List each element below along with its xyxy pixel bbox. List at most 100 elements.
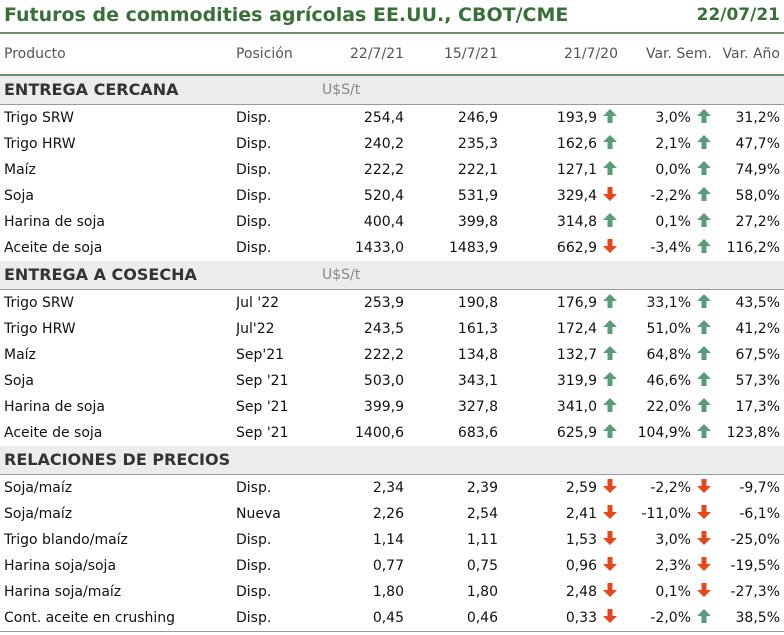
section-header-row: RELACIONES DE PRECIOS [0,446,784,475]
price-year-ago-cell-value: 176,9 [556,295,597,311]
price-year-ago-cell-value: 625,9 [556,425,597,441]
price-year-ago-cell: 176,9 [498,290,618,317]
position-cell: Disp. [236,532,272,548]
price-current-cell: 243,5 [363,321,404,337]
var-ano-cell: 38,5% [712,605,784,632]
arrow-up-icon [603,372,617,386]
arrow-down-icon [603,239,617,253]
price-week-ago-cell: 0,46 [404,605,498,632]
arrow-down-icon [603,609,617,623]
position-cell: Sep '21 [236,373,289,389]
arrow-up-icon [603,213,617,227]
var-ano-cell: -25,0% [730,532,780,548]
col-header-date-3: 21/7/20 [498,34,618,76]
report-header: Futuros de commodities agrícolas EE.UU.,… [0,0,784,34]
price-year-ago-cell: 2,59 [498,475,618,502]
col-header-producto: Producto [0,34,236,76]
var-sem-cell-value: 0,0% [655,162,691,178]
table-row: Maíz Disp. 222,2 222,1 127,1 0,0% 74,9% [0,157,784,183]
table-row: Soja/maíz Disp. 2,34 2,39 2,59 -2,2% -9,7% [0,475,784,502]
arrow-up-icon [603,135,617,149]
section-header-row: ENTREGA A COSECHA U$S/t [0,261,784,290]
arrow-up-icon [603,161,617,175]
table-row: Soja Sep '21 503,0 343,1 319,9 46,6% 57,3% [0,368,784,394]
price-week-ago-cell: 327,8 [457,399,498,415]
var-sem-cell-value: 22,0% [646,399,691,415]
var-sem-cell-value: -2,2% [650,480,691,496]
arrow-up-icon [697,398,711,412]
price-year-ago-cell: 127,1 [498,157,618,183]
table-row: Trigo HRW Disp. 240,2 235,3 162,6 2,1% 47,7% [0,131,784,157]
price-current-cell: 503,0 [363,373,404,389]
price-year-ago-cell-value: 193,9 [556,110,597,126]
position-cell: Disp. [236,584,272,600]
var-ano-cell: -27,3% [730,584,780,600]
table-row: Harina de soja Disp. 400,4 399,8 314,8 0,1% 27… [0,209,784,235]
position-cell: Sep '21 [236,425,289,441]
table-row: Trigo HRW Jul'22 243,5 161,3 172,4 51,0% 41,2% [0,316,784,342]
arrow-up-icon [603,109,617,123]
arrow-up-icon [603,346,617,360]
price-week-ago-cell: 399,8 [457,214,498,230]
table-row: Aceite de soja Disp. 1433,0 1483,9 662,9 -3,4… [0,235,784,261]
price-year-ago-cell: 0,96 [498,553,618,579]
table-body: Producto Posición 22/7/21 15/7/21 21/7/2… [0,34,784,632]
price-current-cell: 254,4 [363,110,404,126]
report-title: Futuros de commodities agrícolas EE.UU.,… [4,4,569,26]
arrow-down-icon [697,479,711,493]
price-year-ago-cell: 314,8 [498,209,618,235]
table-row: Aceite de soja Sep '21 1400,6 683,6 625,9 104… [0,420,784,446]
product-cell: Trigo blando/maíz [4,532,128,548]
table-row: Trigo blando/maíz Disp. 1,14 1,11 1,53 3,0% -2… [0,527,784,553]
position-cell: Disp. [236,110,272,126]
price-week-ago-cell: 2,54 [466,506,498,522]
product-cell: Soja [4,373,34,389]
position-cell: Disp. [236,605,322,632]
var-sem-cell: 0,1% [618,209,712,235]
price-year-ago-cell: 193,9 [498,105,618,132]
price-current-cell: 0,45 [322,605,404,632]
var-ano-cell: -19,5% [730,558,780,574]
var-ano-cell: 41,2% [735,321,780,337]
product-cell: Soja/maíz [4,506,73,522]
price-year-ago-cell: 0,33 [498,605,618,632]
price-week-ago-cell: 1483,9 [449,240,498,256]
price-week-ago-cell: 2,39 [466,480,498,496]
price-week-ago-cell: 246,9 [457,110,498,126]
arrow-down-icon [697,557,711,571]
price-current-cell: 1,14 [372,532,404,548]
price-week-ago-cell: 1,11 [466,532,498,548]
col-header-var-ano: Var. Año [712,34,784,76]
var-sem-cell-value: 64,8% [646,347,691,363]
position-cell: Disp. [236,162,272,178]
product-cell: Harina de soja [4,399,105,415]
var-ano-cell: -9,7% [739,480,780,496]
var-sem-cell: 46,6% [618,368,712,394]
var-ano-cell: 43,5% [735,295,780,311]
var-sem-cell: 0,0% [618,157,712,183]
position-cell: Sep '21 [236,399,289,415]
price-current-cell: 1400,6 [355,425,404,441]
arrow-down-icon [697,583,711,597]
var-sem-cell: 3,0% [618,105,712,132]
price-current-cell: 222,2 [363,347,404,363]
var-ano-cell: 74,9% [735,162,780,178]
price-year-ago-cell-value: 662,9 [556,240,597,256]
price-year-ago-cell-value: 341,0 [556,399,597,415]
price-current-cell: 399,9 [363,399,404,415]
var-sem-cell-value: 3,0% [655,110,691,126]
var-sem-cell-value: -2,0% [650,610,691,626]
table-row: Maíz Sep'21 222,2 134,8 132,7 64,8% 67,5% [0,342,784,368]
price-year-ago-cell-value: 0,96 [565,558,597,574]
price-year-ago-cell-value: 2,59 [565,480,597,496]
price-year-ago-cell: 625,9 [498,420,618,446]
price-current-cell: 400,4 [363,214,404,230]
price-year-ago-cell-value: 1,53 [565,532,597,548]
col-header-date-1: 22/7/21 [322,34,404,76]
price-year-ago-cell: 319,9 [498,368,618,394]
price-current-cell: 1,80 [372,584,404,600]
price-year-ago-cell: 2,48 [498,579,618,605]
arrow-down-icon [603,531,617,545]
price-week-ago-cell: 235,3 [457,136,498,152]
section-unit: U$S/t [322,261,784,290]
